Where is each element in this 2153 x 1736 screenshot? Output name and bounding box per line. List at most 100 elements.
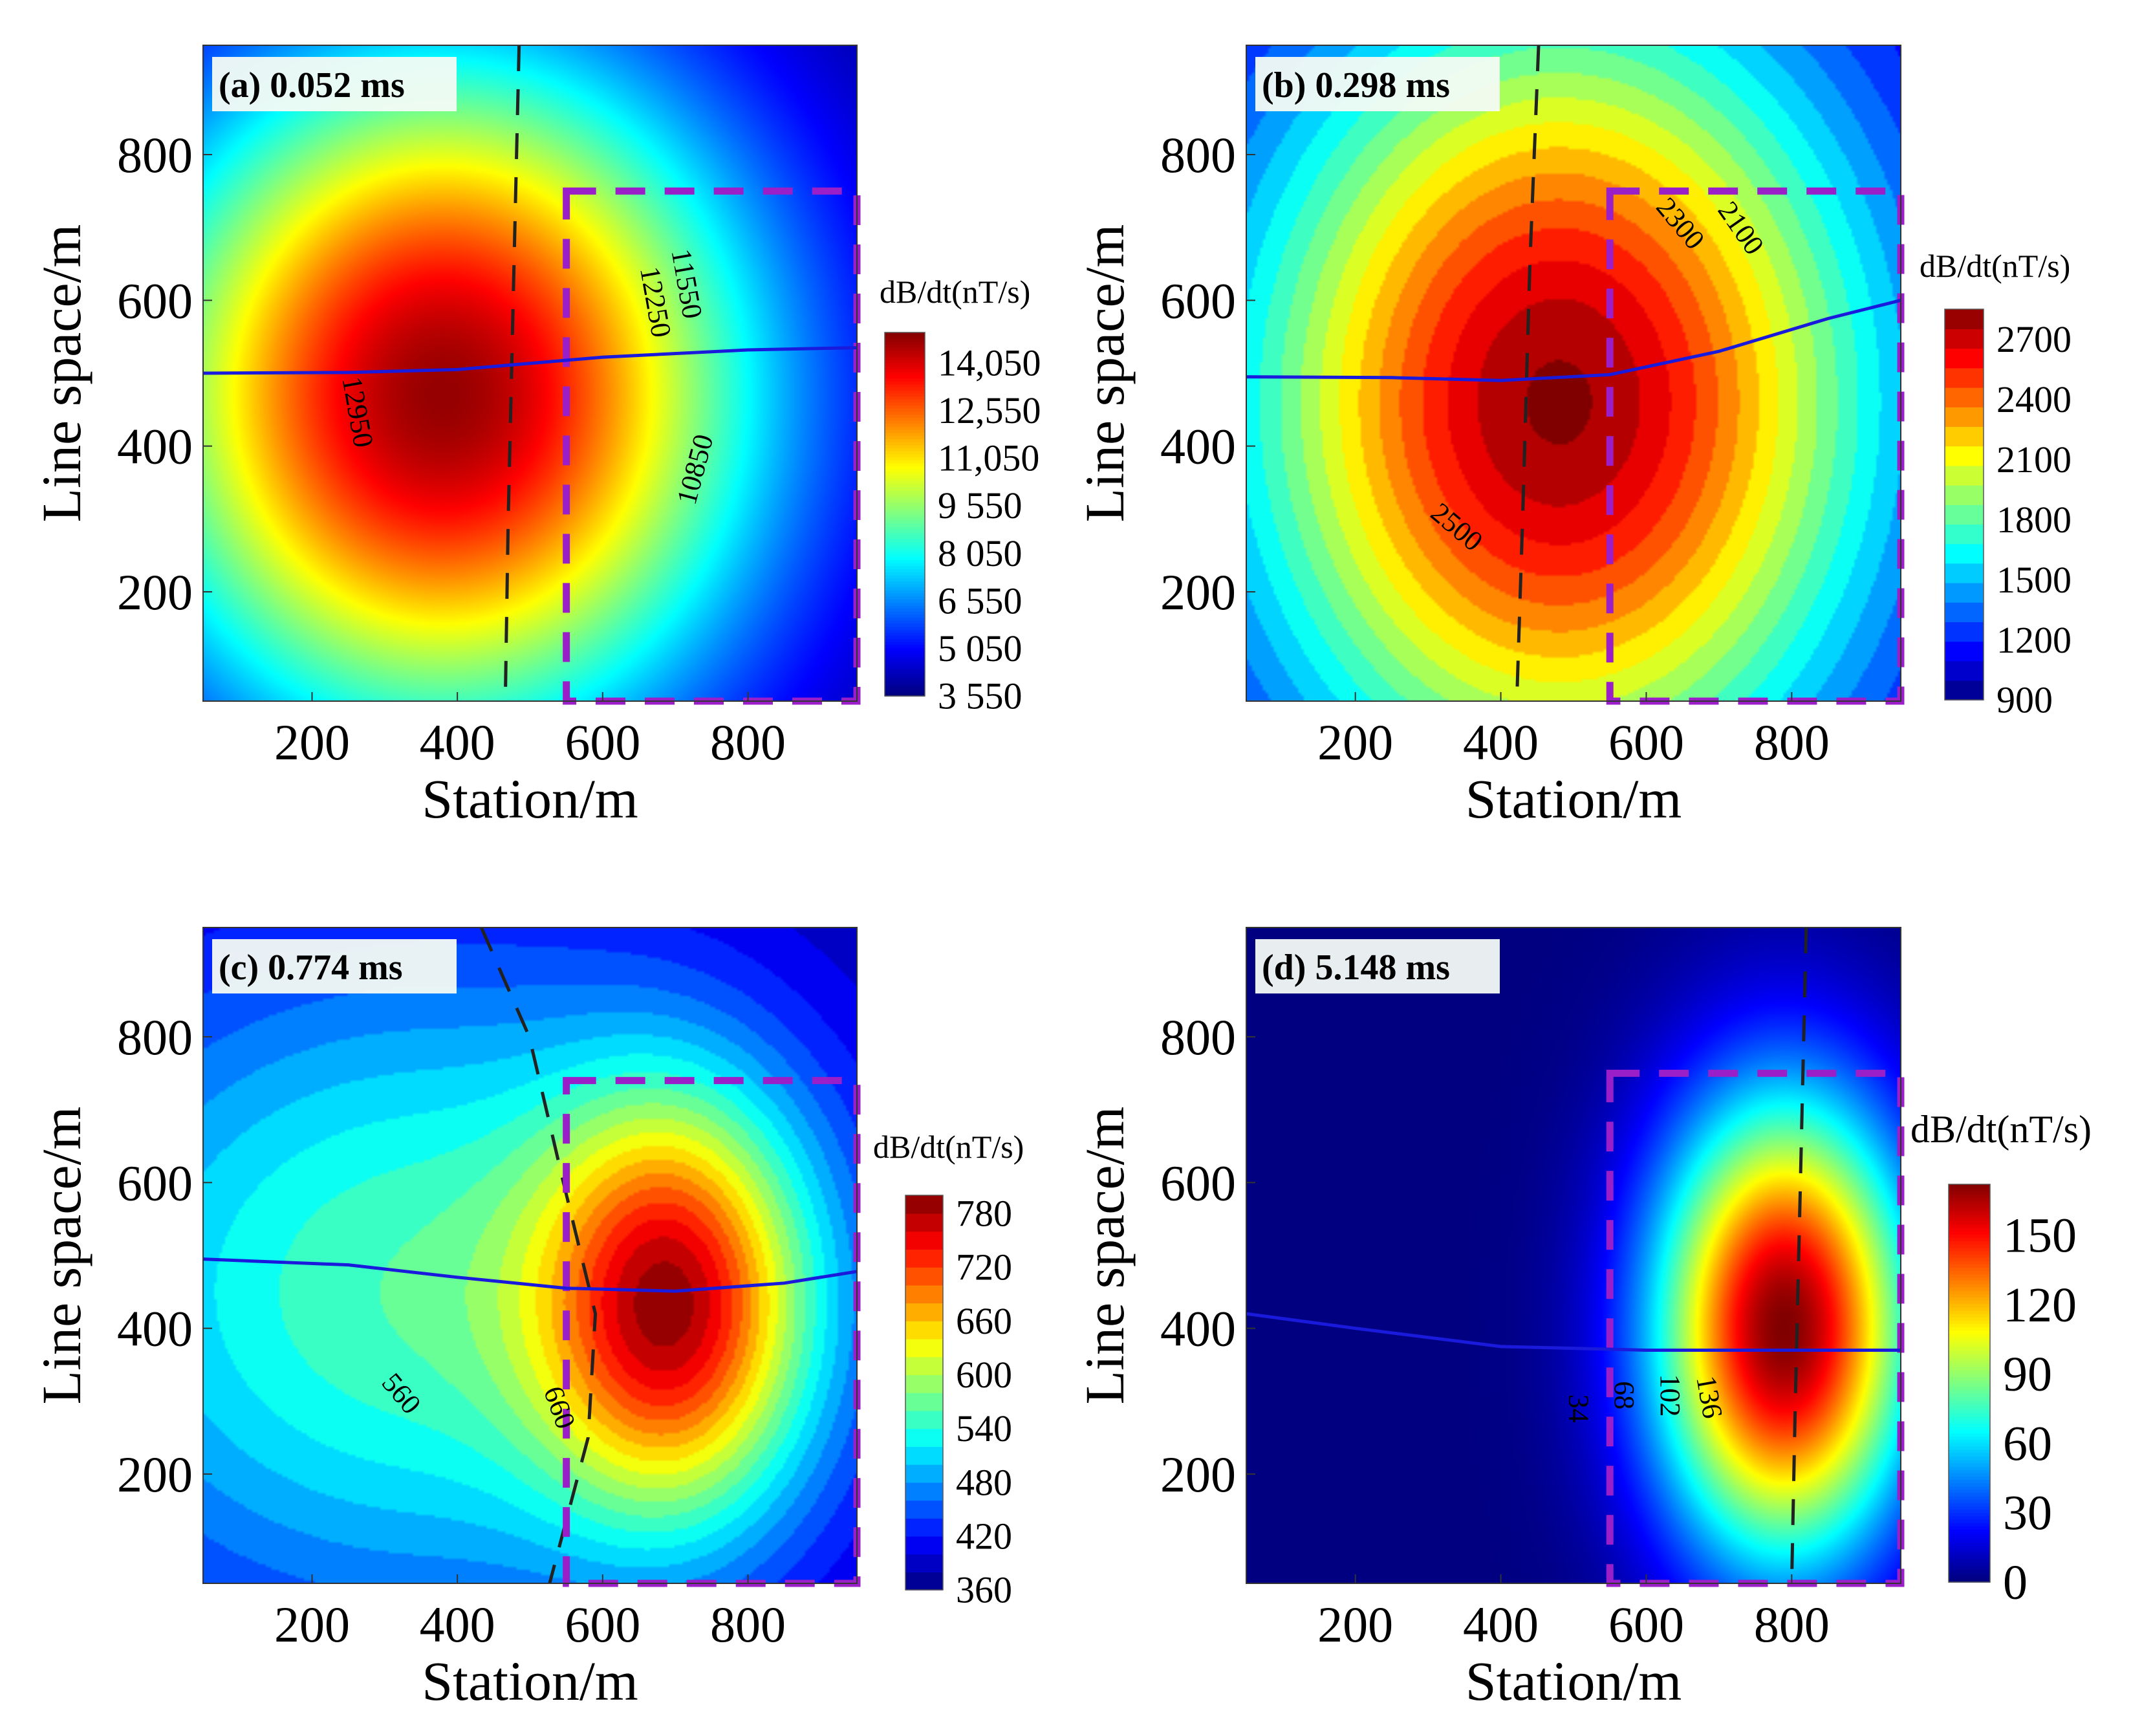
- colorbar-segment: [885, 529, 925, 533]
- colorbar-segment: [1949, 1294, 1990, 1298]
- colorbar-segment: [1949, 1217, 1990, 1222]
- colorbar-segment: [1945, 563, 1984, 583]
- profile-line: [202, 1257, 858, 1293]
- colorbar-segment: [1949, 1353, 1990, 1358]
- colorbar-segment: [1949, 1509, 1990, 1514]
- colorbar-segment: [885, 556, 925, 561]
- colorbar-segment: [1949, 1366, 1990, 1371]
- colorbar-segment: [1945, 329, 1984, 349]
- colorbar-segment: [1949, 1525, 1990, 1530]
- colorbar-tick-label: 11,050: [938, 437, 1039, 479]
- colorbar-segment: [885, 596, 925, 600]
- colorbar-segment: [1949, 1370, 1990, 1374]
- colorbar-segment: [1949, 1323, 1990, 1328]
- colorbar-segment: [1949, 1250, 1990, 1255]
- colorbar-segment: [885, 457, 925, 461]
- contour-label: 68: [1608, 1381, 1640, 1409]
- colorbar-segment: [1949, 1499, 1990, 1503]
- colorbar-segment: [905, 1356, 943, 1376]
- colorbar-segment: [1949, 1512, 1990, 1517]
- colorbar-segment: [885, 590, 925, 594]
- colorbar-segment: [885, 505, 925, 509]
- colorbar-segment: [885, 583, 925, 588]
- colorbar-segment: [885, 484, 925, 488]
- colorbar-tick-label: 5 050: [938, 627, 1022, 669]
- colorbar-segment: [885, 626, 925, 630]
- colorbar-segment: [885, 547, 925, 551]
- colorbar-segment: [905, 1535, 943, 1555]
- colorbar-segment: [885, 499, 925, 503]
- y-tick-label: 400: [117, 1301, 193, 1357]
- colorbar-segment: [885, 342, 925, 345]
- colorbar-segment: [1949, 1472, 1990, 1477]
- colorbar-segment: [1949, 1327, 1990, 1331]
- dashed-boundary-line: [1790, 927, 1808, 1584]
- colorbar-segment: [1949, 1466, 1990, 1470]
- colorbar-segment: [885, 393, 925, 397]
- colorbar-segment: [885, 335, 925, 340]
- colorbar-frame: [1944, 309, 1984, 700]
- panel-title-background: [212, 939, 457, 993]
- colorbar-tick-label: 2100: [1996, 439, 2072, 481]
- x-tick-label: 400: [1463, 1596, 1539, 1653]
- colorbar-segment: [885, 466, 925, 470]
- x-axis-label: Station/m: [422, 1650, 638, 1712]
- colorbar-segment: [1949, 1230, 1990, 1235]
- colorbar-segment: [1945, 505, 1984, 525]
- contour-label: 136: [1690, 1373, 1729, 1421]
- x-axis-label: Station/m: [1466, 768, 1682, 830]
- colorbar-segment: [885, 486, 925, 491]
- y-axis-label: Line space/m: [30, 224, 92, 523]
- colorbar-segment: [1949, 1562, 1990, 1567]
- y-axis-label: Line space/m: [1074, 224, 1136, 523]
- colorbar-segment: [1945, 524, 1984, 545]
- colorbar-segment: [1949, 1211, 1990, 1215]
- colorbar-segment: [885, 623, 925, 627]
- colorbar-segment: [885, 338, 925, 342]
- colorbar-segment: [1949, 1515, 1990, 1520]
- colorbar-segment: [885, 417, 925, 421]
- colorbar-segment: [885, 408, 925, 412]
- colorbar-segment: [1949, 1300, 1990, 1305]
- colorbar-segment: [885, 374, 925, 379]
- colorbar-segment: [905, 1500, 943, 1519]
- colorbar-segment: [905, 1195, 943, 1214]
- colorbar-segment: [1949, 1253, 1990, 1258]
- colorbar-segment: [885, 599, 925, 603]
- colorbar-segment: [1949, 1462, 1990, 1467]
- colorbar-segment: [1949, 1347, 1990, 1351]
- colorbar-segment: [1949, 1274, 1990, 1278]
- colorbar-segment: [1949, 1416, 1990, 1420]
- colorbar-segment: [1949, 1529, 1990, 1533]
- colorbar-segment: [885, 450, 925, 455]
- colorbar-tick-label: 90: [2003, 1347, 2052, 1402]
- colorbar-segment: [885, 656, 925, 660]
- colorbar-segment: [885, 420, 925, 424]
- colorbar-segment: [1949, 1556, 1990, 1559]
- x-axis-label: Station/m: [422, 768, 638, 830]
- colorbar-segment: [905, 1321, 943, 1340]
- y-tick-label: 800: [117, 1009, 193, 1065]
- colorbar-title: dB/dt(nT/s): [873, 1129, 1024, 1165]
- colorbar-segment: [1949, 1214, 1990, 1219]
- colorbar-segment: [1949, 1333, 1990, 1338]
- colorbar-tick-label: 2700: [1996, 318, 2072, 360]
- colorbar-segment: [885, 677, 925, 682]
- y-tick-label: 200: [1160, 564, 1236, 620]
- heatmap: [1246, 45, 1901, 701]
- colorbar-segment: [1949, 1389, 1990, 1394]
- colorbar-tick-label: 660: [956, 1300, 1012, 1342]
- colorbar-segment: [885, 668, 925, 673]
- colorbar-segment: [885, 360, 925, 363]
- colorbar-segment: [885, 369, 925, 373]
- colorbar-segment: [1949, 1495, 1990, 1500]
- colorbar-segment: [1949, 1313, 1990, 1318]
- colorbar-segment: [1949, 1559, 1990, 1563]
- colorbar-segment: [1949, 1568, 1990, 1573]
- colorbar-segment: [885, 629, 925, 633]
- colorbar-segment: [885, 351, 925, 354]
- colorbar-segment: [1949, 1403, 1990, 1407]
- colorbar-segment: [1949, 1439, 1990, 1444]
- colorbar-segment: [885, 411, 925, 415]
